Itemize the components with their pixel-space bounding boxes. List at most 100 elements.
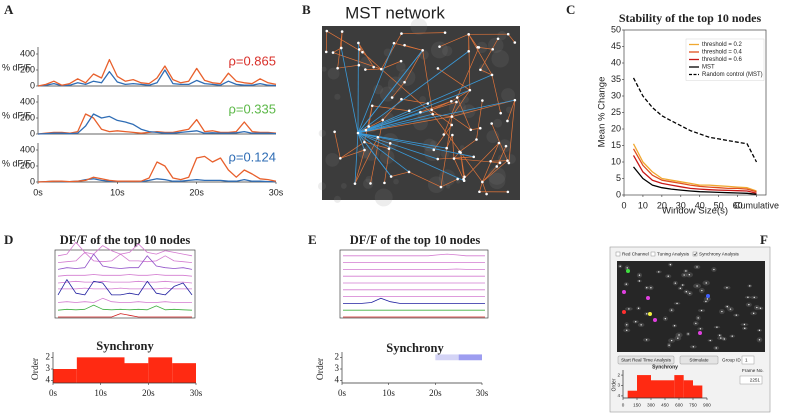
hub-edge bbox=[354, 132, 359, 184]
x-tick-label: 750 bbox=[689, 402, 697, 407]
node bbox=[478, 126, 482, 130]
cell-dot bbox=[619, 265, 621, 267]
cell-dot bbox=[626, 329, 628, 332]
x-tick-label: 600 bbox=[675, 402, 683, 407]
texture bbox=[398, 68, 416, 86]
cell-dot bbox=[696, 285, 698, 287]
node bbox=[364, 128, 368, 132]
cell-dot bbox=[669, 263, 672, 266]
edge bbox=[337, 31, 343, 69]
checkbox-label: Red Channel bbox=[622, 252, 649, 257]
node bbox=[376, 136, 380, 139]
cell-dot bbox=[731, 335, 733, 337]
checkbox[interactable] bbox=[650, 251, 656, 257]
x-tick-label: 0s bbox=[338, 388, 347, 398]
y-tick-label: 4 bbox=[335, 375, 340, 385]
group-select[interactable] bbox=[741, 355, 755, 365]
node bbox=[479, 68, 482, 72]
node bbox=[363, 148, 366, 152]
hub-edge bbox=[357, 132, 365, 151]
edge bbox=[382, 98, 402, 121]
texture bbox=[373, 84, 384, 95]
node bbox=[403, 80, 406, 84]
node bbox=[363, 140, 366, 144]
node bbox=[379, 67, 383, 71]
cell-dot bbox=[640, 324, 642, 326]
node bbox=[419, 110, 422, 114]
x-tick-label: 900 bbox=[703, 402, 711, 407]
cell-dot bbox=[637, 307, 640, 310]
annotation: ρ=0.124 bbox=[228, 149, 276, 164]
x-tick-label: 0s bbox=[33, 187, 43, 197]
node bbox=[400, 97, 403, 101]
hub-edge bbox=[357, 74, 493, 134]
chart-title: Stability of the top 10 nodes bbox=[619, 11, 762, 25]
cell-dot bbox=[645, 313, 648, 315]
cell-dot bbox=[638, 280, 641, 282]
cell-dot bbox=[667, 275, 669, 277]
node bbox=[450, 115, 454, 118]
texture bbox=[333, 195, 341, 203]
edge bbox=[368, 105, 373, 127]
y-tick-label: 0 bbox=[616, 189, 621, 199]
highlighted-cell bbox=[622, 310, 626, 314]
x-tick-label: 30s bbox=[269, 187, 284, 197]
node bbox=[498, 161, 502, 165]
checkbox[interactable] bbox=[692, 251, 698, 257]
button[interactable] bbox=[679, 355, 719, 365]
cell-dot bbox=[759, 307, 762, 309]
legend-label: MST bbox=[702, 65, 715, 71]
edge bbox=[384, 143, 391, 183]
texture bbox=[488, 172, 506, 190]
cell-dot bbox=[699, 328, 702, 330]
x-tick-label: 450 bbox=[661, 402, 669, 407]
cell-dot bbox=[743, 323, 746, 326]
checkbox[interactable] bbox=[615, 251, 621, 257]
texture bbox=[459, 145, 465, 150]
bar bbox=[651, 380, 665, 398]
node bbox=[507, 161, 511, 165]
y-axis-label: % dF/F bbox=[2, 110, 32, 120]
edge bbox=[432, 113, 483, 183]
cell-dot bbox=[749, 285, 751, 287]
series-line bbox=[57, 241, 193, 257]
y-tick-label: 20 bbox=[611, 123, 621, 133]
node bbox=[353, 182, 357, 185]
chart-title: DF/F of the top 10 nodes bbox=[60, 233, 191, 247]
edge bbox=[468, 34, 493, 76]
highlighted-cell bbox=[698, 331, 702, 335]
node bbox=[489, 159, 492, 163]
node bbox=[400, 32, 403, 35]
edge bbox=[482, 160, 508, 183]
series-line bbox=[37, 58, 277, 87]
series-line bbox=[57, 279, 193, 296]
cell-dot bbox=[706, 298, 709, 300]
texture bbox=[493, 118, 503, 128]
cell-dot bbox=[752, 312, 755, 315]
strip-cell bbox=[435, 354, 459, 361]
hub-edge bbox=[357, 109, 432, 134]
edge bbox=[477, 46, 493, 50]
node bbox=[452, 157, 456, 160]
node bbox=[450, 123, 454, 127]
x-tick-label: 20s bbox=[429, 388, 442, 398]
cell-dot bbox=[721, 310, 723, 313]
node bbox=[467, 33, 470, 36]
node bbox=[364, 68, 367, 71]
cell-dot bbox=[645, 339, 648, 341]
cell-dot bbox=[758, 329, 761, 332]
cell-dot bbox=[753, 296, 755, 299]
network bbox=[317, 18, 517, 207]
edge bbox=[490, 160, 508, 162]
hub-edge bbox=[357, 132, 447, 149]
node bbox=[438, 45, 441, 48]
y-tick-label: 400 bbox=[20, 48, 35, 58]
legend-label: Random control (MST) bbox=[702, 72, 763, 78]
button[interactable] bbox=[617, 355, 675, 365]
texture bbox=[393, 178, 399, 185]
panel-label: A bbox=[4, 2, 14, 17]
frame-value: 2251 bbox=[750, 378, 761, 383]
node bbox=[491, 47, 495, 51]
node bbox=[324, 50, 328, 54]
node bbox=[432, 148, 436, 152]
